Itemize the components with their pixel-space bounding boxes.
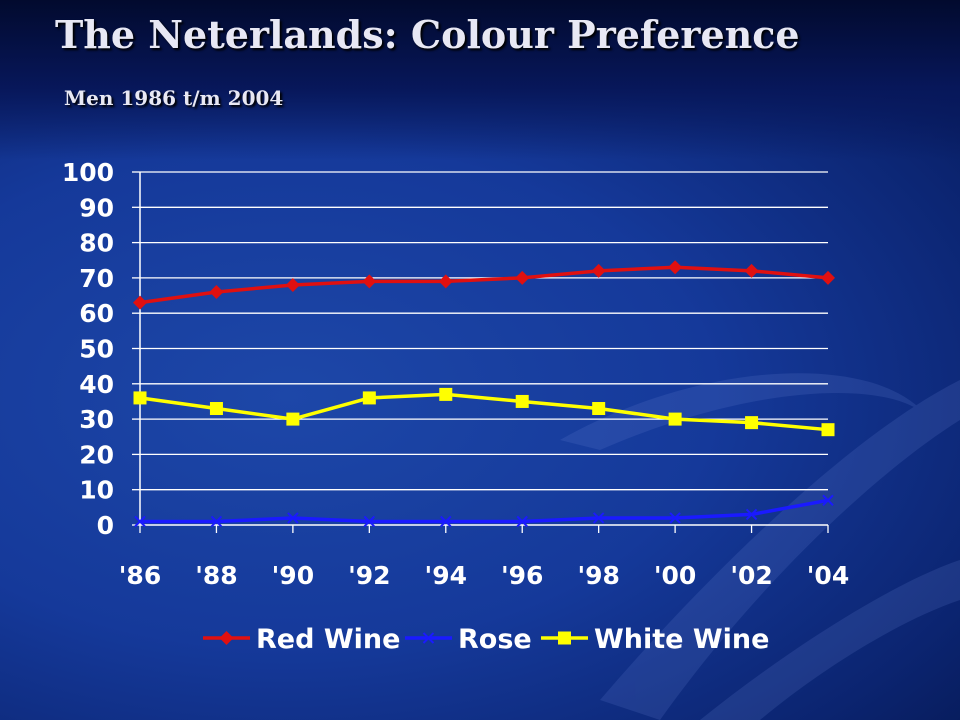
data-point-white-wine	[209, 402, 223, 416]
data-point-red-wine	[515, 270, 530, 285]
data-point-white-wine	[439, 387, 453, 401]
y-tick-label: 30	[79, 405, 114, 434]
x-tick-label: '04	[807, 561, 849, 590]
data-point-red-wine	[362, 274, 377, 289]
data-point-rose	[592, 512, 605, 524]
x-tick-label: '88	[195, 561, 237, 590]
data-point-white-wine	[668, 412, 682, 426]
decorative-swoosh	[560, 373, 960, 720]
x-tick-label: '90	[272, 561, 314, 590]
data-point-white-wine	[592, 402, 606, 416]
y-tick-label: 80	[79, 229, 114, 258]
data-point-white-wine	[515, 394, 529, 408]
data-point-red-wine	[744, 263, 759, 278]
y-tick-label: 20	[79, 440, 114, 469]
data-point-rose	[745, 508, 758, 521]
series-line-red-wine	[139, 265, 829, 305]
data-point-white-wine	[133, 391, 147, 405]
y-tick-label: 60	[79, 299, 114, 328]
data-point-rose	[363, 515, 376, 528]
y-tick-label: 100	[62, 158, 114, 187]
y-tick-label: 90	[79, 193, 114, 222]
y-tick-label: 10	[79, 476, 114, 505]
y-tick-label: 40	[79, 370, 114, 399]
legend-label: White Wine	[594, 624, 769, 655]
legend-label: Rose	[458, 624, 532, 655]
legend-swatch-marker	[219, 631, 234, 645]
data-point-rose	[210, 515, 223, 528]
data-point-rose	[440, 515, 452, 528]
header-background	[0, 0, 960, 160]
x-tick-label: '02	[730, 561, 772, 590]
slide-subtitle: Men 1986 t/m 2004	[64, 86, 284, 110]
data-point-red-wine	[668, 260, 683, 275]
x-tick-label: '94	[425, 561, 467, 590]
x-tick-label: '96	[501, 561, 543, 590]
data-point-rose	[822, 494, 834, 506]
data-point-white-wine	[286, 412, 300, 426]
legend-swatch-marker	[558, 631, 571, 645]
series-white-wine	[133, 387, 835, 437]
data-point-red-wine	[821, 270, 835, 285]
legend-item-white-wine: White Wine	[541, 624, 769, 655]
y-tick-label: 0	[97, 511, 114, 540]
data-point-white-wine	[745, 416, 759, 430]
data-point-rose	[287, 512, 299, 524]
x-tick-label: '98	[577, 561, 619, 590]
data-point-rose	[669, 512, 681, 524]
series-rose	[134, 494, 834, 528]
data-point-red-wine	[133, 295, 147, 310]
data-point-red-wine	[438, 274, 453, 289]
series-line-white-wine	[139, 392, 829, 432]
y-tick-label: 70	[79, 264, 114, 293]
legend-item-rose: Rose	[405, 624, 532, 655]
series-red-wine	[133, 260, 835, 310]
data-point-red-wine	[209, 285, 224, 300]
y-tick-label: 50	[79, 335, 114, 364]
data-point-white-wine	[821, 423, 835, 437]
data-point-red-wine	[285, 277, 300, 292]
legend-swatch-marker	[422, 632, 435, 644]
x-tick-label: '00	[654, 561, 696, 590]
legend-label: Red Wine	[256, 624, 400, 655]
data-point-rose	[516, 515, 528, 528]
series-line-rose	[140, 498, 829, 524]
x-tick-label: '92	[348, 561, 390, 590]
data-point-rose	[134, 515, 146, 528]
data-point-red-wine	[591, 263, 606, 278]
data-point-white-wine	[362, 391, 376, 405]
x-tick-label: '86	[119, 561, 161, 590]
slide-title: The Neterlands: Colour Preference	[55, 12, 800, 57]
legend-item-red-wine: Red Wine	[203, 624, 400, 655]
